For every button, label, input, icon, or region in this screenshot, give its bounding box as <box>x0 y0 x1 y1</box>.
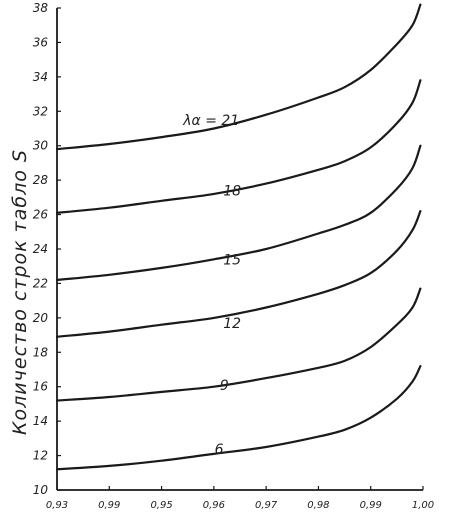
y-tick-label: 24 <box>33 242 48 256</box>
x-tick-label: 0,95 <box>150 500 172 511</box>
x-tick-label: 0,96 <box>203 500 225 511</box>
y-tick-label: 14 <box>33 414 48 428</box>
y-tick-label: 36 <box>33 35 49 49</box>
x-tick-label: 0,99 <box>98 500 120 511</box>
y-tick-label: 26 <box>33 208 49 222</box>
x-tick-label: 0,93 <box>46 500 68 511</box>
y-tick-label: 20 <box>33 311 49 325</box>
curve-line <box>55 210 422 338</box>
x-tick-label: 0,98 <box>307 500 329 511</box>
x-tick-label: 0,97 <box>255 500 278 511</box>
y-tick-label: 38 <box>33 1 49 15</box>
y-tick-label: 22 <box>33 276 48 290</box>
y-tick-label: 12 <box>33 449 48 463</box>
x-tick-label: 0,99 <box>360 500 382 511</box>
curve-labels: λα = 21 18 15 12 9 6 <box>182 113 241 458</box>
curve-line <box>55 79 422 214</box>
y-tick-label: 30 <box>33 139 49 153</box>
curve-line <box>55 287 422 402</box>
y-tick-label: 34 <box>33 70 48 84</box>
curve-label: 9 <box>220 378 229 394</box>
y-tick-label: 16 <box>33 380 49 394</box>
curve-label: λα = 21 <box>182 113 239 129</box>
y-tick-label: 18 <box>33 345 49 359</box>
y-tick-label: 28 <box>33 173 49 187</box>
curve-label: 15 <box>223 252 241 268</box>
axes <box>56 8 423 491</box>
curve-label: 18 <box>223 184 241 200</box>
curves <box>55 3 422 471</box>
curve-label: 12 <box>223 316 241 332</box>
curve-line <box>55 3 422 151</box>
curve-line <box>55 365 422 471</box>
curve-line <box>55 144 422 282</box>
x-ticks: 0,93 0,99 0,95 0,96 0,97 0,98 0,99 1,00 <box>46 486 434 511</box>
curve-label: 6 <box>215 442 224 458</box>
y-axis-label: Количество строк табло S <box>9 149 31 435</box>
y-tick-label: 10 <box>33 483 49 497</box>
x-tick-label: 1,00 <box>412 500 434 511</box>
y-tick-label: 32 <box>33 104 48 118</box>
y-ticks: 10 12 14 16 18 20 22 24 26 28 30 32 34 36 38 <box>33 1 61 497</box>
